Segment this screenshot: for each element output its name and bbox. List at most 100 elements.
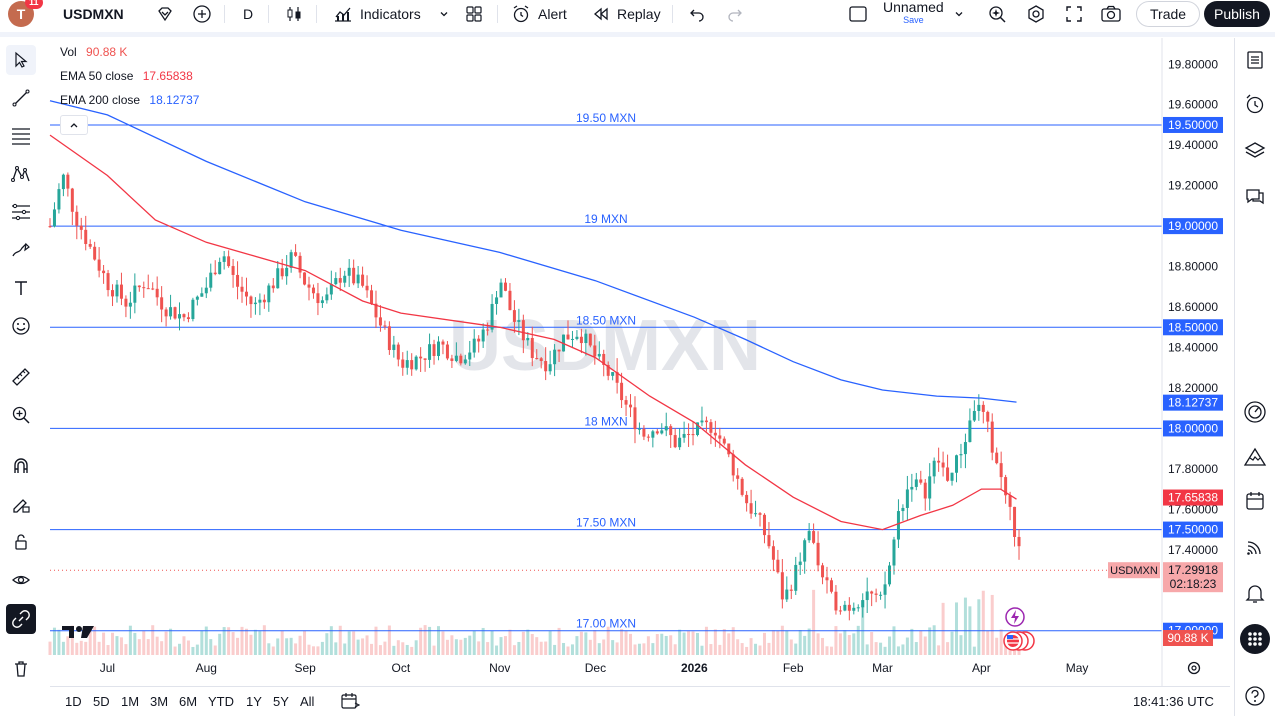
range-1d[interactable]: 1D [65,694,82,709]
events-markers[interactable] [1004,606,1026,633]
settings-button[interactable] [1026,0,1046,27]
publish-button[interactable]: Publish [1204,0,1270,27]
indicators-button[interactable]: Indicators [333,0,421,27]
candle-body-206 [968,420,972,443]
volume-bar-121 [588,639,592,655]
candle-body-89 [445,344,449,359]
chats-button[interactable] [1240,182,1270,212]
go-to-date-button[interactable] [340,692,361,713]
price-axis[interactable]: 19.80000 19.60000 19.40000 19.20000 18.80000… [1161,38,1218,686]
candle-body-114 [557,349,561,352]
time-axis[interactable]: Jul Aug Sep Oct Nov Dec 2026 Feb Mar Apr May [100,661,1089,675]
collapse-legend-button[interactable] [60,115,88,135]
brush-tool[interactable] [6,235,36,265]
user-menu[interactable]: T 11 [8,0,43,27]
candle-body-125 [606,364,610,376]
alert-button[interactable]: Alert [511,0,567,27]
axis-settings-button[interactable] [1186,660,1202,681]
layout-name-button[interactable]: Unnamed Save [883,0,944,27]
y-tick-label-5: 18.60000 [1168,300,1218,314]
symbol-search-button[interactable]: USDMXN [63,5,124,22]
x-tick-label-2: Sep [294,661,316,675]
pattern-tool[interactable] [6,159,36,189]
ema200-legend[interactable]: EMA 200 close 18.12737 [60,93,199,107]
candle-body-104 [512,310,516,322]
calendar-button[interactable] [1240,486,1270,516]
range-ytd[interactable]: YTD [208,694,234,709]
news-stream-button[interactable] [1240,532,1270,562]
plus-circle-icon [193,4,211,23]
layout-dropdown[interactable] [953,0,965,27]
technicals-button[interactable] [1240,397,1270,427]
economic-event-markers[interactable] [1002,630,1036,657]
layouts-button[interactable] [465,0,483,27]
stay-drawing-tool[interactable] [6,489,36,519]
range-5d[interactable]: 5D [93,694,110,709]
candle-body-140 [673,435,677,448]
undo-button[interactable] [688,0,706,27]
volume-bar-42 [236,637,240,655]
ema-axis-box-1 [1163,489,1223,506]
watchlist-button[interactable] [1240,45,1270,75]
fullscreen-button[interactable] [1065,0,1083,27]
range-1m[interactable]: 1M [121,694,140,709]
zoom-tool[interactable] [6,400,36,430]
volume-bar-152 [727,633,731,655]
candle-body-11 [97,259,101,271]
volume-legend[interactable]: Vol 90.88 K [60,45,127,59]
cursor-tool[interactable] [6,45,36,75]
volume-bar-115 [562,642,566,655]
remove-drawings-tool[interactable] [6,654,36,684]
measure-tool[interactable] [6,362,36,392]
hide-drawings-tool[interactable] [6,565,36,595]
volume-bar-103 [508,629,512,655]
tradingview-logo[interactable] [62,624,94,645]
range-3m[interactable]: 3M [150,694,169,709]
trade-button[interactable]: Trade [1136,0,1201,27]
ideas-button[interactable] [1240,442,1270,472]
alerts-panel-button[interactable] [1240,89,1270,119]
candle-body-9 [88,244,92,247]
candles-icon [287,6,301,21]
range-1y[interactable]: 1Y [246,694,262,709]
volume-bar-18 [128,625,132,655]
layout-checkbox[interactable] [848,0,868,27]
avatar[interactable]: T 11 [8,0,43,27]
redo-button[interactable] [726,0,744,27]
countdown-label: 02:18:23 [1170,577,1217,591]
range-5y[interactable]: 5Y [273,694,289,709]
help-button[interactable] [1240,681,1270,711]
text-tool[interactable] [6,273,36,303]
utc-clock[interactable]: 18:41:36 UTC [1133,694,1214,709]
range-6m[interactable]: 6M [179,694,198,709]
y-tick-label-3: 19.20000 [1168,179,1218,193]
sync-drawings-tool[interactable] [6,604,36,634]
trend-line-tool[interactable] [6,83,36,113]
indicators-dropdown[interactable] [438,0,450,27]
replay-button[interactable]: Replay [592,0,661,27]
range-all[interactable]: All [300,694,315,709]
candle-body-85 [428,344,432,360]
quick-search-button[interactable] [987,0,1007,27]
emoji-tool[interactable] [6,311,36,341]
candle-body-194 [914,479,918,487]
apps-button[interactable] [1240,624,1270,654]
chart-type-button[interactable] [285,0,303,27]
forecast-tool[interactable] [6,197,36,227]
add-symbol-button[interactable] [192,0,212,27]
screenshot-button[interactable] [1100,0,1122,27]
layers-button[interactable] [1240,136,1270,166]
x-tick-label-5: Dec [585,661,606,675]
volume-bar-180 [852,633,856,655]
interval-button[interactable]: D [243,5,254,22]
candle-body-12 [102,270,106,274]
candle-body-187 [883,584,887,595]
ema50-legend[interactable]: EMA 50 close 17.65838 [60,69,193,83]
magnet-tool[interactable] [6,451,36,481]
notifications-button[interactable] [1240,578,1270,608]
volume-bar-96 [477,641,481,655]
compare-symbol-button[interactable] [156,0,174,27]
fib-tool[interactable] [6,121,36,151]
lock-drawings-tool[interactable] [6,527,36,557]
